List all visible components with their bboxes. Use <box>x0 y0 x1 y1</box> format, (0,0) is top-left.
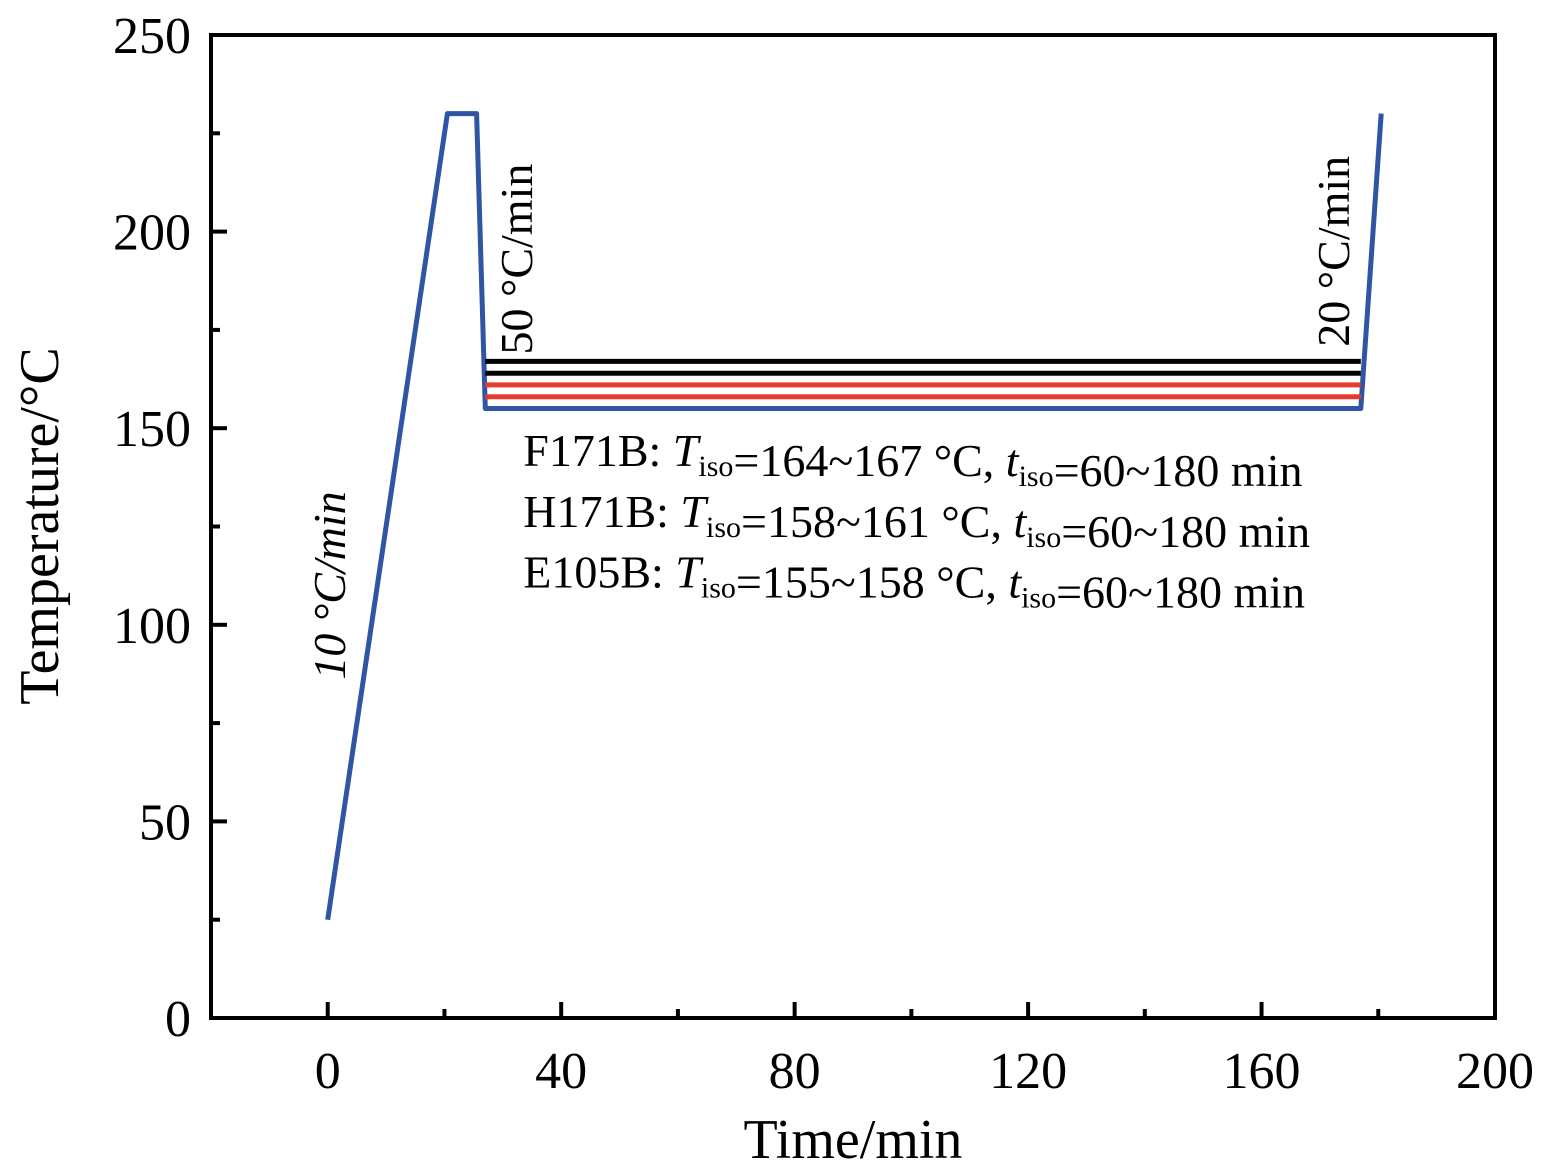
series-line-1 <box>325 111 1384 921</box>
ramp-rate-label-1: 10 °C/min <box>304 491 355 679</box>
y-tick-label: 200 <box>113 205 191 262</box>
x-axis-title: Time/min <box>744 1109 963 1170</box>
y-tick-label: 250 <box>113 8 191 65</box>
x-tick-label: 0 <box>315 1043 341 1100</box>
series-layer <box>325 111 1384 921</box>
labels-layer: 0 40 80 120 160 200 0 50 100 150 200 250 10 °C/min 50… <box>113 8 1534 1100</box>
x-tick-label: 40 <box>535 1043 587 1100</box>
ticks-layer <box>211 33 1497 1020</box>
x-tick-label: 200 <box>1456 1043 1534 1100</box>
x-tick-label: 80 <box>769 1043 821 1100</box>
y-tick-label: 50 <box>139 794 191 851</box>
annotation-line-3: E105B: Tiso=155~158 °C, tiso=60~180 min <box>523 547 1305 618</box>
x-tick-label: 160 <box>1223 1043 1301 1100</box>
x-tick-label: 120 <box>989 1043 1067 1100</box>
y-tick-label: 0 <box>165 991 191 1048</box>
annotation-line-2: H171B: Tiso=158~161 °C, tiso=60~180 min <box>523 486 1310 557</box>
y-tick-label: 100 <box>113 598 191 655</box>
y-axis-title: Temperature/°C <box>9 347 71 704</box>
ramp-rate-label-3: 20 °C/min <box>1308 156 1359 347</box>
ramp-rate-label-2: 50 °C/min <box>491 164 542 355</box>
annotation-line-1: F171B: Tiso=164~167 °C, tiso=60~180 min <box>523 425 1302 496</box>
y-tick-label: 150 <box>113 401 191 458</box>
annotation-block: F171B: Tiso=164~167 °C, tiso=60~180 minH… <box>523 425 1310 618</box>
